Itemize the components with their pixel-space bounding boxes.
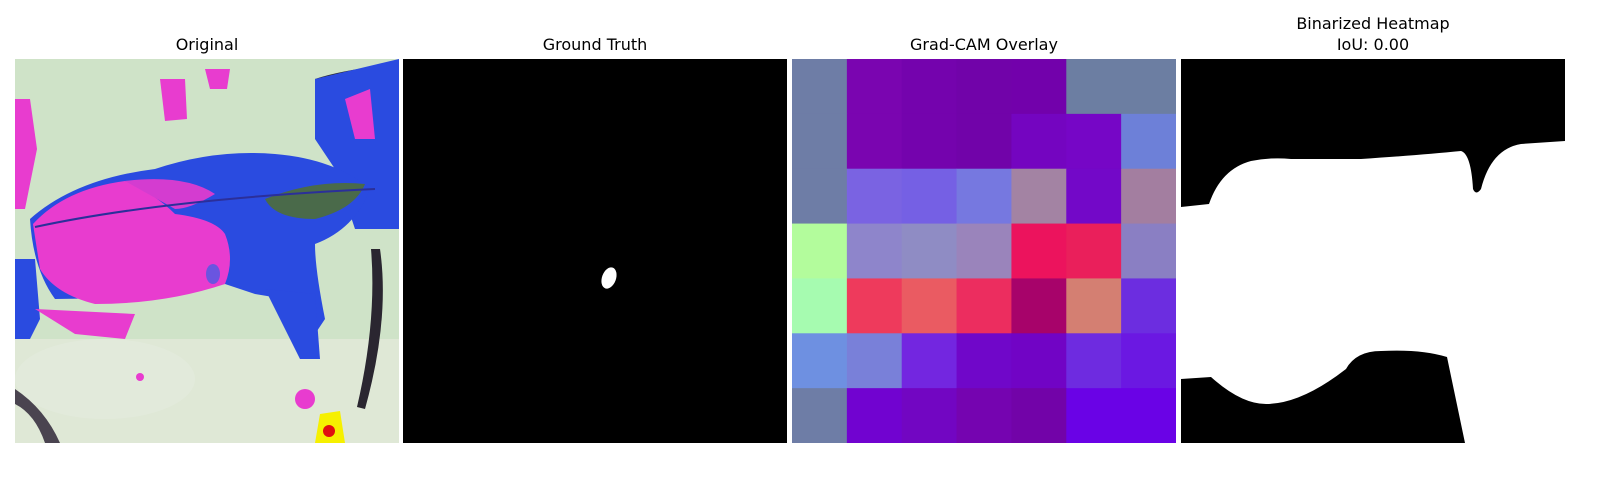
heatmap-cell <box>846 333 903 389</box>
heatmap-cell <box>1066 59 1122 115</box>
heatmap-cell <box>792 59 848 115</box>
ground-truth-mask <box>403 59 787 443</box>
heatmap-cell <box>1121 333 1176 389</box>
panel-title: Ground Truth <box>542 35 648 54</box>
heatmap-cell <box>956 278 1012 334</box>
binarized-mask <box>1181 59 1565 443</box>
heatmap-cell <box>1011 113 1067 170</box>
heatmap-cell <box>846 388 903 443</box>
heatmap-cell <box>846 223 903 279</box>
heatmap-cell <box>1066 278 1122 334</box>
heatmap-cell <box>1121 388 1176 443</box>
heatmap-cell <box>901 278 958 334</box>
heatmap-cell <box>1011 333 1067 389</box>
heatmap-cell <box>846 278 903 334</box>
panel-ground-truth: Ground Truth <box>403 0 787 500</box>
heatmap-cell <box>1011 59 1067 115</box>
heatmap-cell <box>901 223 958 279</box>
heatmap-cell <box>1066 223 1122 279</box>
heatmap-cell <box>1121 168 1176 225</box>
heatmap-cell <box>792 168 848 225</box>
heatmap-cell <box>792 388 848 443</box>
heatmap-cell <box>792 278 848 334</box>
heatmap-cell <box>846 59 903 115</box>
panel-gradcam-overlay: Grad-CAM Overlay <box>792 0 1176 500</box>
heatmap-cell <box>1121 223 1176 279</box>
heatmap-cell <box>1011 168 1067 225</box>
heatmap-cell <box>956 59 1012 115</box>
heatmap-cell <box>1066 168 1122 225</box>
heatmap-cell <box>1121 59 1176 115</box>
heatmap-cell <box>792 113 848 170</box>
heatmap-cell <box>1011 388 1067 443</box>
heatmap-cell <box>956 388 1012 443</box>
heatmap-cell <box>1121 278 1176 334</box>
heatmap-cell <box>956 333 1012 389</box>
heatmap-cell <box>1011 278 1067 334</box>
heatmap-cell <box>901 113 958 170</box>
heatmap-cell <box>901 168 958 225</box>
gradcam-heatmap <box>792 59 1176 443</box>
heatmap-cell <box>956 113 1012 170</box>
heatmap-cell <box>1121 113 1176 170</box>
heatmap-cell <box>792 333 848 389</box>
heatmap-cell <box>956 223 1012 279</box>
original-image <box>15 59 399 443</box>
heatmap-cell <box>1066 388 1122 443</box>
panel-title: Original <box>175 35 239 54</box>
panel-title: Binarized Heatmap <box>1296 14 1450 33</box>
heatmap-cell <box>1011 223 1067 279</box>
panel-binarized-heatmap: Binarized Heatmap IoU: 0.00 <box>1181 0 1565 500</box>
heatmap-cell <box>792 223 848 279</box>
heatmap-cell <box>956 168 1012 225</box>
heatmap-cell <box>901 388 958 443</box>
heatmap-cell <box>1066 113 1122 170</box>
panel-title: Grad-CAM Overlay <box>910 35 1058 54</box>
heatmap-cell <box>1066 333 1122 389</box>
heatmap-cell <box>846 113 903 170</box>
panel-original: Original <box>15 0 399 500</box>
heatmap-cell <box>846 168 903 225</box>
heatmap-cell <box>901 333 958 389</box>
heatmap-cell <box>901 59 958 115</box>
panel-subtitle: IoU: 0.00 <box>1336 35 1410 54</box>
